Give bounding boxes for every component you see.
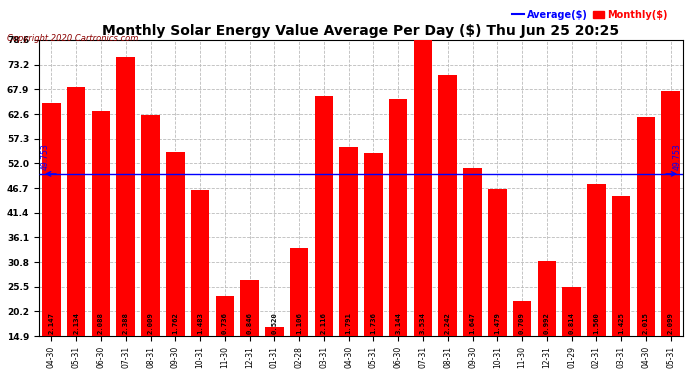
Bar [637,117,656,336]
Text: 0.814: 0.814 [569,312,575,334]
Bar [488,189,506,336]
Bar [141,114,160,336]
Bar [92,111,110,336]
Bar [215,296,234,336]
Bar [513,301,531,336]
Bar [587,184,606,336]
Text: 3.534: 3.534 [420,312,426,334]
Text: 1.479: 1.479 [494,312,500,334]
Text: 0.736: 0.736 [221,312,228,334]
Text: 2.099: 2.099 [668,312,673,334]
Text: 2.088: 2.088 [98,312,104,334]
Text: 1.791: 1.791 [346,312,352,334]
Title: Monthly Solar Energy Value Average Per Day ($) Thu Jun 25 20:25: Monthly Solar Energy Value Average Per D… [103,24,620,39]
Text: 1.647: 1.647 [469,312,475,334]
Bar [463,168,482,336]
Text: 2.147: 2.147 [48,312,55,334]
Bar [315,96,333,336]
Text: 1.736: 1.736 [371,312,377,334]
Bar [662,91,680,336]
Text: 0.992: 0.992 [544,312,550,334]
Text: 0.846: 0.846 [246,312,253,334]
Bar [562,287,581,336]
Text: 2.009: 2.009 [148,312,153,334]
Text: 3.144: 3.144 [395,312,401,334]
Bar [364,153,383,336]
Text: 49.753: 49.753 [673,143,682,170]
Bar [240,280,259,336]
Bar [538,261,556,336]
Bar [339,147,358,336]
Bar [414,35,432,336]
Bar [389,99,408,336]
Bar [42,103,61,336]
Text: 0.709: 0.709 [519,312,525,334]
Text: 1.425: 1.425 [618,312,624,334]
Bar [166,152,184,336]
Text: 2.242: 2.242 [445,312,451,334]
Text: 1.560: 1.560 [593,312,600,334]
Text: Copyright 2020 Cartronics.com: Copyright 2020 Cartronics.com [7,34,138,43]
Text: 2.116: 2.116 [321,312,327,334]
Bar [290,248,308,336]
Legend: Average($), Monthly($): Average($), Monthly($) [509,6,672,24]
Text: 1.106: 1.106 [296,312,302,334]
Text: 0.520: 0.520 [271,312,277,334]
Bar [612,196,631,336]
Text: 2.388: 2.388 [123,312,129,334]
Text: 2.015: 2.015 [643,312,649,334]
Bar [117,57,135,336]
Bar [190,190,209,336]
Text: 1.762: 1.762 [172,312,178,334]
Text: 2.134: 2.134 [73,312,79,334]
Text: 1.483: 1.483 [197,312,203,334]
Bar [265,327,284,336]
Bar [438,75,457,336]
Bar [67,87,86,336]
Text: 49.753: 49.753 [40,143,49,170]
